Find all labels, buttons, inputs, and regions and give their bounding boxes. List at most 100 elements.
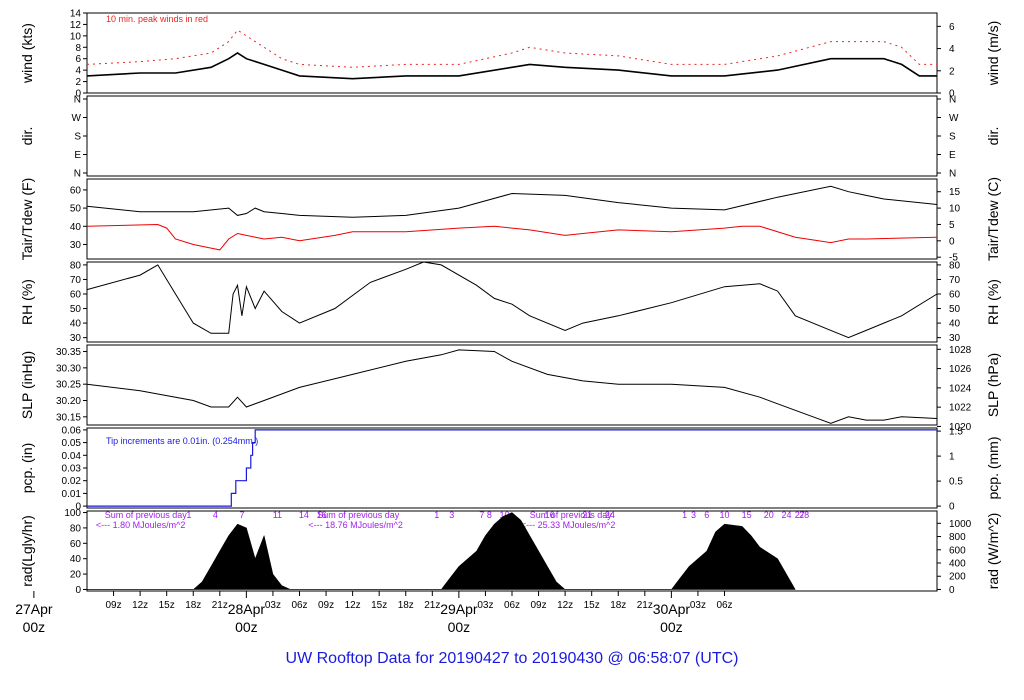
temp-left-tick-label: 60 [70, 185, 82, 196]
rh-series-line [86, 261, 938, 339]
x-axis-date-hour: 00z [23, 619, 46, 635]
rad-hour-mark: 6 [704, 510, 709, 520]
pcp-ylabel-left: pcp. (in) [19, 443, 35, 494]
rad-ylabel-right: rad (W/m^2) [985, 513, 1001, 590]
x-axis-date-label: 28Apr [228, 601, 266, 617]
dir-left-tick-label: N [74, 169, 81, 180]
wind-peak-note: 10 min. peak winds in red [106, 14, 208, 24]
x-axis-hour-label: 03z [690, 600, 706, 611]
rad-left-tick-label: 40 [70, 554, 82, 565]
rad-hour-mark: 24 [605, 510, 615, 520]
rad-hour-mark: 3 [449, 510, 454, 520]
rad-hour-mark: 4 [213, 510, 218, 520]
rh-right-tick-label: 80 [949, 260, 961, 271]
rad-ylabel-left: rad(Lgly/hr) [19, 515, 35, 587]
slp-right-tick-label: 1026 [949, 364, 972, 375]
x-axis-hour-label: 21z [424, 600, 440, 611]
wind-right-tick-label: 6 [949, 22, 955, 33]
wind-series-line [86, 29, 937, 68]
pcp-ylabel-right: pcp. (mm) [985, 437, 1001, 500]
rad-hour-mark: 21 [582, 510, 592, 520]
rad-hour-mark: 3 [691, 510, 696, 520]
dir-left-tick-label: S [74, 132, 81, 143]
temp-left-tick-label: 30 [70, 240, 82, 251]
rad-hour-mark: 16 [545, 510, 555, 520]
rad-hour-mark: 16 [317, 510, 327, 520]
x-axis-hour-label: 12z [132, 600, 148, 611]
pcp-left-tick-label: 0.02 [62, 476, 82, 487]
pcp-left-tick-label: 0.05 [62, 438, 82, 449]
x-axis-hour-label: 21z [637, 600, 653, 611]
pcp-left-tick-label: 0.04 [62, 451, 82, 462]
slp-right-tick-label: 1024 [949, 383, 972, 394]
rad-hour-mark: 7 [479, 510, 484, 520]
wind-ylabel-left: wind (kts) [19, 23, 35, 84]
rh-right-tick-label: 70 [949, 275, 961, 286]
rh-right-tick-label: 40 [949, 319, 961, 330]
rh-right-tick-label: 50 [949, 304, 961, 315]
rh-left-tick-label: 30 [70, 333, 82, 344]
rad-left-tick-label: 60 [70, 539, 82, 550]
dir-right-tick-label: S [949, 132, 956, 143]
temp-ylabel-right: Tair/Tdew (C) [985, 177, 1001, 261]
x-axis-hour-label: 03z [477, 600, 493, 611]
slp-right-tick-label: 1022 [949, 403, 972, 414]
rad-hour-mark: 20 [764, 510, 774, 520]
slp-left-tick-label: 30.30 [56, 363, 81, 374]
x-axis-hour-label: 12z [557, 600, 573, 611]
rad-left-tick-label: 20 [70, 570, 82, 581]
rh-ylabel-right: RH (%) [985, 279, 1001, 325]
rad-prev-day-sum: <--- 18.76 MJoules/m^2 [308, 520, 403, 530]
wind-left-tick-label: 12 [70, 20, 82, 31]
rad-left-tick-label: 80 [70, 523, 82, 534]
x-axis-date-hour: 00z [660, 619, 683, 635]
rad-prev-day-label: Sum of previous day [105, 510, 188, 520]
slp-right-tick-label: 1028 [949, 345, 972, 356]
dir-right-tick-label: W [949, 113, 959, 124]
rad-prev-day-label: Sum of previous day [530, 510, 613, 520]
rad-prev-day-label: Sum of previous day [317, 510, 400, 520]
wind-left-tick-label: 0 [75, 89, 81, 100]
wind-right-tick-label: 2 [949, 66, 955, 77]
wind-left-tick-label: 6 [75, 54, 81, 65]
pcp-right-tick-label: 0 [949, 502, 955, 513]
pcp-right-tick-label: 1.5 [949, 427, 963, 438]
dir-left-tick-label: W [72, 113, 82, 124]
rh-panel-frame [86, 261, 938, 343]
x-axis-hour-label: 09z [318, 600, 334, 611]
rh-ylabel-left: RH (%) [19, 279, 35, 325]
temp-right-tick-label: 15 [949, 187, 961, 198]
pcp-left-tick-label: 0.03 [62, 464, 82, 475]
wind-ylabel-right: wind (m/s) [985, 21, 1001, 87]
x-axis-hour-label: 15z [371, 600, 387, 611]
dir-right-tick-label: N [949, 169, 956, 180]
rh-left-tick-label: 50 [70, 304, 82, 315]
chart-title: UW Rooftop Data for 20190427 to 20190430… [285, 650, 739, 667]
x-axis-hour-label: 21z [212, 600, 228, 611]
rad-hour-mark: 27 [795, 510, 805, 520]
temp-left-tick-label: 50 [70, 204, 82, 215]
slp-ylabel-left: SLP (inHg) [19, 351, 35, 419]
x-axis-hour-label: 12z [345, 600, 361, 611]
wind-left-tick-label: 14 [70, 9, 82, 20]
dir-right-tick-label: E [949, 150, 956, 161]
wind-left-tick-label: 2 [75, 77, 81, 88]
wind-right-tick-label: 4 [949, 44, 955, 55]
rad-hour-mark: 1 [186, 510, 191, 520]
x-axis-hour-label: 09z [531, 600, 547, 611]
rad-series-area [87, 512, 796, 590]
rad-hour-mark: 15 [742, 510, 752, 520]
rad-prev-day-sum: <--- 25.33 MJoules/m^2 [521, 520, 616, 530]
rh-left-tick-label: 60 [70, 290, 82, 301]
wind-left-tick-label: 10 [70, 31, 82, 42]
x-axis-hour-label: 18z [398, 600, 414, 611]
slp-right-tick-label: 1020 [949, 422, 972, 433]
temp-series-line [86, 185, 938, 218]
rad-hour-mark: 7 [239, 510, 244, 520]
rh-right-tick-label: 60 [949, 290, 961, 301]
slp-series-line [86, 349, 938, 424]
pcp-left-tick-label: 0 [75, 502, 81, 513]
rh-left-tick-label: 80 [70, 260, 82, 271]
wind-panel-frame [86, 12, 938, 94]
rad-hour-mark: 10 [719, 510, 729, 520]
